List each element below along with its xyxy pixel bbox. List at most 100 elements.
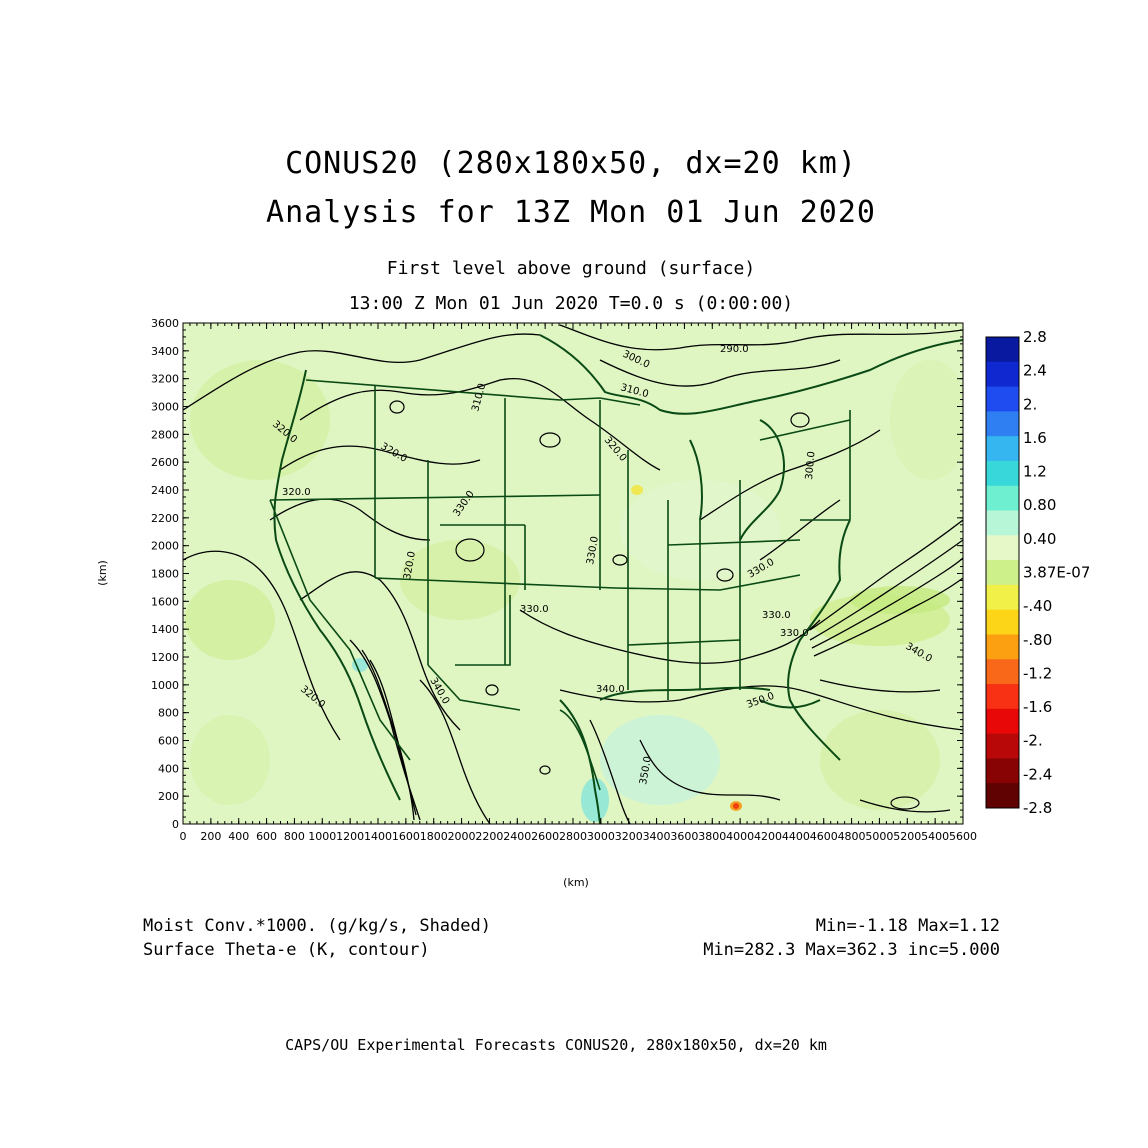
y-tick-label: 3400 xyxy=(151,345,179,358)
y-tick-label: 0 xyxy=(172,818,179,831)
x-tick-label: 4600 xyxy=(810,830,838,843)
map-plot: 300.0 290.0 310.0 310.0 320.0 320.0 320.… xyxy=(96,317,1090,889)
colorbar-swatch xyxy=(986,337,1019,363)
y-tick-label: 2000 xyxy=(151,540,179,553)
y-tick-label: 600 xyxy=(158,735,179,748)
colorbar-label: -1.6 xyxy=(1023,698,1052,716)
x-tick-label: 4400 xyxy=(782,830,810,843)
field2-description: Surface Theta-e (K, contour) xyxy=(143,940,430,960)
colorbar-swatch xyxy=(986,659,1019,685)
y-tick-label: 1400 xyxy=(151,623,179,636)
x-tick-label: 0 xyxy=(180,830,187,843)
x-axis-label: (km) xyxy=(563,876,589,889)
colorbar-swatch xyxy=(986,584,1019,611)
colorbar-swatch xyxy=(986,386,1019,412)
axis-ticks xyxy=(182,322,964,825)
y-tick-label: 3600 xyxy=(151,317,179,330)
colorbar-label: 2.8 xyxy=(1023,328,1047,346)
y-tick-label: 200 xyxy=(158,790,179,803)
subtitle-line-1: First level above ground (surface) xyxy=(386,258,756,279)
y-tick-label: 3200 xyxy=(151,373,179,386)
x-tick-label: 3400 xyxy=(643,830,671,843)
colorbar-label: -2. xyxy=(1023,732,1043,750)
x-tick-label: 4200 xyxy=(754,830,782,843)
colorbar-label: -2.4 xyxy=(1023,765,1052,783)
contour-label: 350.0 xyxy=(638,755,654,785)
contour-label: 330.0 xyxy=(585,535,601,565)
y-tick-label: 2200 xyxy=(151,512,179,525)
contour-label: 330.0 xyxy=(780,628,809,639)
contour-label: 320.0 xyxy=(282,487,311,498)
contour-label: 320.0 xyxy=(402,550,418,580)
y-axis-label: (km) xyxy=(96,560,109,586)
x-tick-label: 1600 xyxy=(392,830,420,843)
x-tick-label: 600 xyxy=(256,830,277,843)
credit-line: CAPS/OU Experimental Forecasts CONUS20, … xyxy=(285,1036,827,1054)
contour-label: 300.0 xyxy=(804,451,817,480)
y-tick-label: 2400 xyxy=(151,484,179,497)
y-tick-label: 2600 xyxy=(151,456,179,469)
colorbar-label: 1.2 xyxy=(1023,463,1047,481)
x-tick-label: 1000 xyxy=(308,830,336,843)
colorbar-label: -1.2 xyxy=(1023,664,1052,682)
colorbar-swatch xyxy=(986,733,1019,759)
colorbar-swatch xyxy=(986,361,1019,388)
contour-label: 340.0 xyxy=(596,684,625,695)
shaded-field xyxy=(183,323,963,824)
coastlines xyxy=(273,334,963,824)
colorbar-label: 2. xyxy=(1023,395,1037,413)
x-tick-label: 1200 xyxy=(336,830,364,843)
colorbar-swatch xyxy=(986,684,1019,710)
colorbar-swatch xyxy=(986,485,1019,512)
field1-description: Moist Conv.*1000. (g/kg/s, Shaded) xyxy=(143,916,491,936)
y-tick-label: 1600 xyxy=(151,595,179,608)
colorbar-label: 3.87E-07 xyxy=(1023,564,1090,582)
x-tick-label: 5000 xyxy=(865,830,893,843)
x-tick-label: 5400 xyxy=(921,830,949,843)
contour-blobs xyxy=(389,400,920,810)
colorbar-label: -2.8 xyxy=(1023,799,1052,817)
y-tick-labels: 0 200 400 600 800 1000 1200 1400 1600 1800 2000 220… xyxy=(151,317,179,831)
colorbar-label: 0.40 xyxy=(1023,530,1056,548)
y-tick-label: 1000 xyxy=(151,679,179,692)
colorbar-label: -.40 xyxy=(1023,597,1052,615)
colorbar-swatch xyxy=(986,708,1019,735)
x-tick-label: 3000 xyxy=(587,830,615,843)
theta-e-contours xyxy=(183,324,963,824)
colorbar-swatch xyxy=(986,535,1019,561)
y-tick-label: 2800 xyxy=(151,428,179,441)
x-tick-label: 1800 xyxy=(420,830,448,843)
colorbar-swatch xyxy=(986,411,1019,437)
field1-stats: Min=-1.18 Max=1.12 xyxy=(815,916,1000,936)
title-line-2: Analysis for 13Z Mon 01 Jun 2020 xyxy=(266,195,876,230)
x-tick-label: 2200 xyxy=(475,830,503,843)
field2-stats: Min=282.3 Max=362.3 inc=5.000 xyxy=(703,940,1000,960)
colorbar-swatch xyxy=(986,783,1019,809)
colorbar xyxy=(985,336,1020,809)
x-tick-labels: 0 200 400 600 800 1000 1200 1400 1600 1800 2000 220… xyxy=(180,830,978,843)
x-tick-label: 5200 xyxy=(893,830,921,843)
x-tick-label: 3200 xyxy=(615,830,643,843)
colorbar-label: -.80 xyxy=(1023,631,1052,649)
colorbar-label: 0.80 xyxy=(1023,496,1056,514)
y-tick-label: 1200 xyxy=(151,651,179,664)
colorbar-frame xyxy=(985,336,1020,809)
colorbar-swatch xyxy=(986,460,1019,487)
title-line-1: CONUS20 (280x180x50, dx=20 km) xyxy=(285,146,857,181)
contour-label: 330.0 xyxy=(762,610,791,621)
x-tick-label: 5600 xyxy=(949,830,977,843)
colorbar-swatch xyxy=(986,609,1019,635)
colorbar-label: 2.4 xyxy=(1023,362,1047,380)
x-tick-label: 2000 xyxy=(448,830,476,843)
x-tick-label: 200 xyxy=(200,830,221,843)
colorbar-swatch xyxy=(986,634,1019,660)
y-tick-label: 400 xyxy=(158,762,179,775)
y-tick-label: 1800 xyxy=(151,568,179,581)
x-tick-label: 3800 xyxy=(698,830,726,843)
x-tick-label: 800 xyxy=(284,830,305,843)
x-tick-label: 3600 xyxy=(670,830,698,843)
x-tick-label: 4000 xyxy=(726,830,754,843)
colorbar-labels: 2.8 2.4 2. 1.6 1.2 0.80 0.40 3.87E-07 -.40 -.80 -1… xyxy=(1023,328,1090,817)
y-tick-label: 3000 xyxy=(151,401,179,414)
x-tick-label: 2800 xyxy=(559,830,587,843)
